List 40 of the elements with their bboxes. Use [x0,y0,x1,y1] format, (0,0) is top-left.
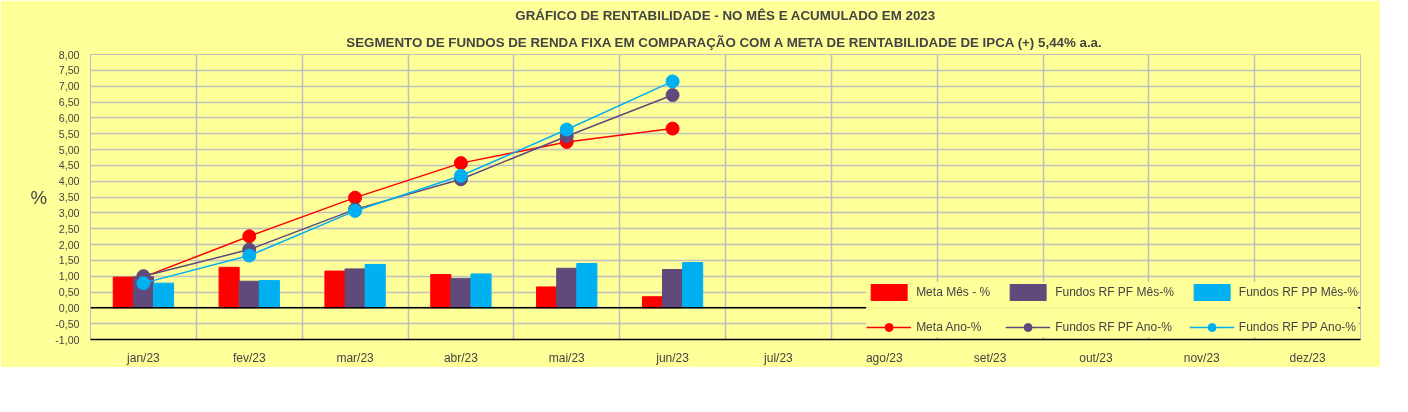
x-tick-label: mai/23 [548,350,586,365]
x-tick-label: jul/23 [763,350,794,365]
x-tick-label: set/23 [973,350,1007,365]
y-tick-label: 6,00 [58,111,80,124]
y-tick-label: -0,50 [55,317,80,330]
y-tick-label: -1,00 [55,333,80,346]
legend-label: Fundos RF PF Ano-% [1055,320,1172,334]
y-tick-label: 3,00 [58,206,80,219]
x-tick-label: dez/23 [1289,350,1326,365]
y-axis-title: % [30,186,48,208]
y-tick-label: 5,50 [58,127,80,140]
y-tick-label: 2,50 [58,222,80,235]
x-tick-label: fev/23 [232,350,266,365]
y-tick-label: 5,00 [58,143,80,156]
legend-label: Fundos RF PP Ano-% [1238,320,1357,334]
x-tick-label: jan/23 [126,350,161,365]
legend-label: Meta Ano-% [916,320,982,334]
y-tick-label: 1,50 [58,254,80,267]
x-tick-label: out/23 [1079,350,1113,365]
y-tick-label: 4,50 [58,159,80,172]
x-tick-label: mar/23 [336,350,375,365]
y-tick-label: 2,00 [58,238,80,251]
y-tick-label: 4,00 [58,175,80,188]
x-tick-label: jun/23 [655,350,690,365]
y-tick-label: 8,00 [58,48,80,61]
y-tick-label: 7,00 [58,80,80,93]
chart-title: GRÁFICO DE RENTABILIDADE - NO MÊS E ACUMULADO EM 2023 [515,7,936,23]
x-tick-label: nov/23 [1183,350,1221,365]
y-tick-label: 1,00 [58,270,80,283]
y-tick-label: 3,50 [58,191,80,203]
y-tick-label: 0,50 [58,286,80,298]
legend-label: Meta Mês - % [916,285,991,299]
legend-label: Fundos RF PF Mês-% [1055,285,1174,299]
y-tick-label: 7,50 [58,64,80,77]
y-tick-label: 0,00 [58,301,80,314]
y-tick-label: 6,50 [58,96,80,108]
x-tick-label: ago/23 [865,350,903,365]
x-tick-label: abr/23 [443,350,479,365]
chart-subtitle: SEGMENTO DE FUNDOS DE RENDA FIXA EM COMPARAÇÃO COM A META DE RENTABILIDADE DE IPCA (+) 5,44% a.a. [346,34,1102,50]
legend-label: Fundos RF PP Mês-% [1238,285,1358,299]
